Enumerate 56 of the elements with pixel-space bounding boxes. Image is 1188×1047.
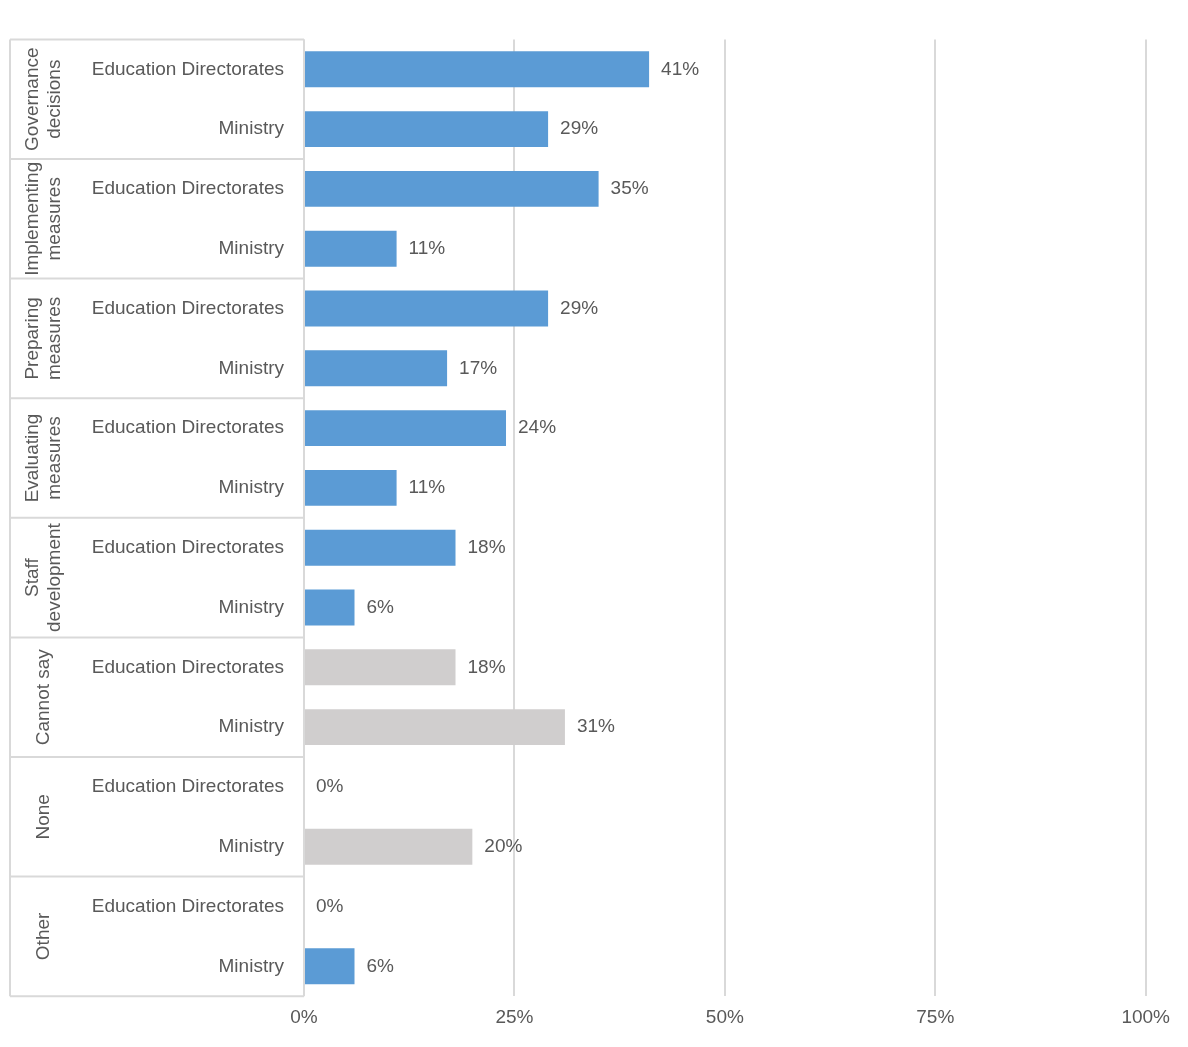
data-label: 24% <box>518 416 557 438</box>
y-tick-label: Education Directorates <box>91 655 284 677</box>
y-tick-label: Ministry <box>218 954 285 976</box>
text: Preparing measures <box>21 296 65 381</box>
y-tick-label: Education Directorates <box>91 775 284 797</box>
x-tick-label: 0% <box>290 1005 318 1027</box>
text: Evaluating measures <box>21 413 65 503</box>
x-tick-label: 25% <box>495 1005 534 1027</box>
y-tick-label: Education Directorates <box>91 57 284 79</box>
bar <box>305 111 549 148</box>
x-tick-label: 50% <box>705 1005 744 1027</box>
data-label: 6% <box>366 595 395 617</box>
data-label: 0% <box>316 894 344 916</box>
data-label: 29% <box>560 296 599 318</box>
data-label: 35% <box>610 177 649 199</box>
text: Implementing measures <box>21 161 65 276</box>
y-tick-label: Education Directorates <box>91 296 284 318</box>
data-label: 29% <box>560 117 599 139</box>
y-tick-label: Ministry <box>218 356 285 378</box>
data-label: 31% <box>576 715 616 737</box>
bar <box>305 350 448 387</box>
data-label: 18% <box>467 535 506 557</box>
bar <box>305 469 397 506</box>
data-label: 17% <box>459 356 498 378</box>
text: Other <box>32 911 54 961</box>
data-label: 18% <box>467 655 506 677</box>
y-tick-label: Education Directorates <box>91 177 284 199</box>
y-tick-label: Ministry <box>218 476 285 498</box>
bar <box>305 230 397 267</box>
y-tick-label: Ministry <box>218 715 285 737</box>
text: None <box>32 794 54 840</box>
y-tick-label: Ministry <box>218 236 285 258</box>
data-label: 20% <box>484 834 523 856</box>
x-tick-label: 100% <box>1121 1005 1171 1027</box>
y-tick-label: Education Directorates <box>91 535 284 557</box>
x-tick-label: 75% <box>916 1005 955 1027</box>
bar <box>305 948 355 985</box>
bar <box>305 51 650 88</box>
text: Staff development <box>21 522 65 632</box>
data-label: 0% <box>316 775 344 797</box>
data-label: 41% <box>661 57 700 79</box>
text: Governance decisions <box>21 47 65 151</box>
bar <box>305 529 456 566</box>
bar <box>305 290 549 327</box>
y-tick-label: Education Directorates <box>91 894 284 916</box>
data-label: 6% <box>366 954 395 976</box>
y-tick-label: Ministry <box>218 834 285 856</box>
y-tick-label: Education Directorates <box>91 416 284 438</box>
bar <box>305 410 507 447</box>
text: Cannot say <box>32 648 54 746</box>
y-tick-label: Ministry <box>218 117 285 139</box>
bar <box>305 170 599 207</box>
data-label: 11% <box>408 236 446 258</box>
data-label: 11% <box>408 476 446 498</box>
bar <box>305 589 355 626</box>
y-tick-label: Ministry <box>218 595 285 617</box>
